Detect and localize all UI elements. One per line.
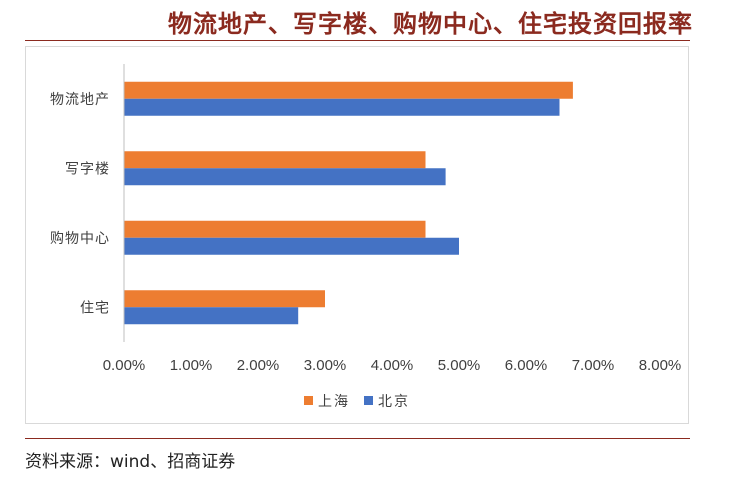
x-tick-label-1: 1.00% xyxy=(170,357,213,374)
x-tick-label-8: 8.00% xyxy=(639,357,682,374)
legend-swatch-0 xyxy=(304,396,313,405)
bar-beijing-1 xyxy=(124,168,446,186)
bar-shanghai-2 xyxy=(124,220,426,238)
x-tick-label-6: 6.00% xyxy=(505,357,548,374)
x-tick-label-5: 5.00% xyxy=(438,357,481,374)
bar-beijing-3 xyxy=(124,307,299,325)
x-tick-label-7: 7.00% xyxy=(572,357,615,374)
category-label-1: 写字楼 xyxy=(65,161,110,177)
bar-shanghai-3 xyxy=(124,290,325,308)
chart-frame xyxy=(25,46,689,424)
bar-beijing-2 xyxy=(124,237,459,255)
category-label-3: 住宅 xyxy=(80,300,110,316)
source-note: 资料来源：wind、招商证券 xyxy=(25,452,236,472)
x-tick-label-4: 4.00% xyxy=(371,357,414,374)
legend-label-1: 北京 xyxy=(378,394,410,410)
legend-label-0: 上海 xyxy=(318,394,350,410)
x-tick-label-3: 3.00% xyxy=(304,357,347,374)
x-tick-label-2: 2.00% xyxy=(237,357,280,374)
source-rule xyxy=(25,438,690,439)
bar-shanghai-1 xyxy=(124,151,426,169)
category-label-2: 购物中心 xyxy=(50,231,110,247)
category-label-0: 物流地产 xyxy=(50,92,110,108)
x-tick-label-0: 0.00% xyxy=(103,357,146,374)
bar-shanghai-0 xyxy=(124,81,573,99)
chart-title: 物流地产、写字楼、购物中心、住宅投资回报率 xyxy=(168,9,693,38)
title-rule xyxy=(25,40,690,41)
bar-beijing-0 xyxy=(124,98,560,116)
legend-swatch-1 xyxy=(364,396,373,405)
